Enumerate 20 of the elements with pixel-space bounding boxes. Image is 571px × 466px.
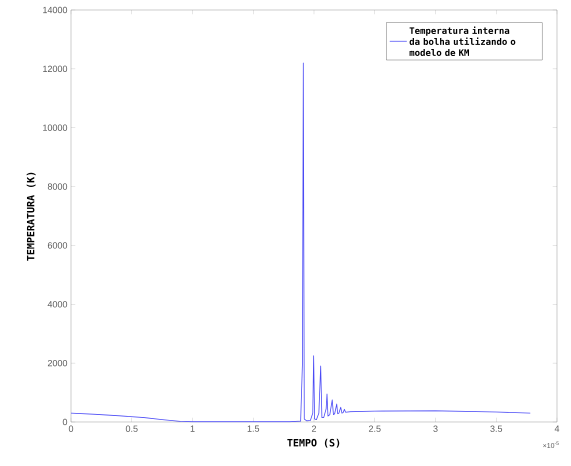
x-tick-label: 1.5 [248,426,260,432]
x-tick-label: 3.5 [490,426,502,432]
y-tick-label: 0 [62,418,68,426]
y-tick-label: 8000 [48,183,68,190]
x-tick-label: 2 [312,426,316,432]
y-tick-label: 12000 [43,66,68,72]
y-tick-label: 10000 [43,124,68,131]
x-tick-label: 0 [68,426,74,432]
y-tick-label: 4000 [48,301,68,308]
y-tick-label: 14000 [43,6,68,14]
legend-label: Temperatura interna da bolha utilizando o modelo de KM [410,26,516,56]
y-tick-label: 6000 [48,242,68,249]
x-axis-title: TEMPO (S) [287,438,340,448]
x-tick-label: 2.5 [368,426,381,432]
y-tick-label: 2000 [48,360,68,366]
y-axis-title: TEMPERATURA (K) [26,172,36,261]
x-tick-label: 3 [433,426,438,432]
x-tick-label: 1 [190,426,195,432]
x-tick-label: 4 [554,426,560,432]
x-tick-label: 0.5 [126,426,138,432]
